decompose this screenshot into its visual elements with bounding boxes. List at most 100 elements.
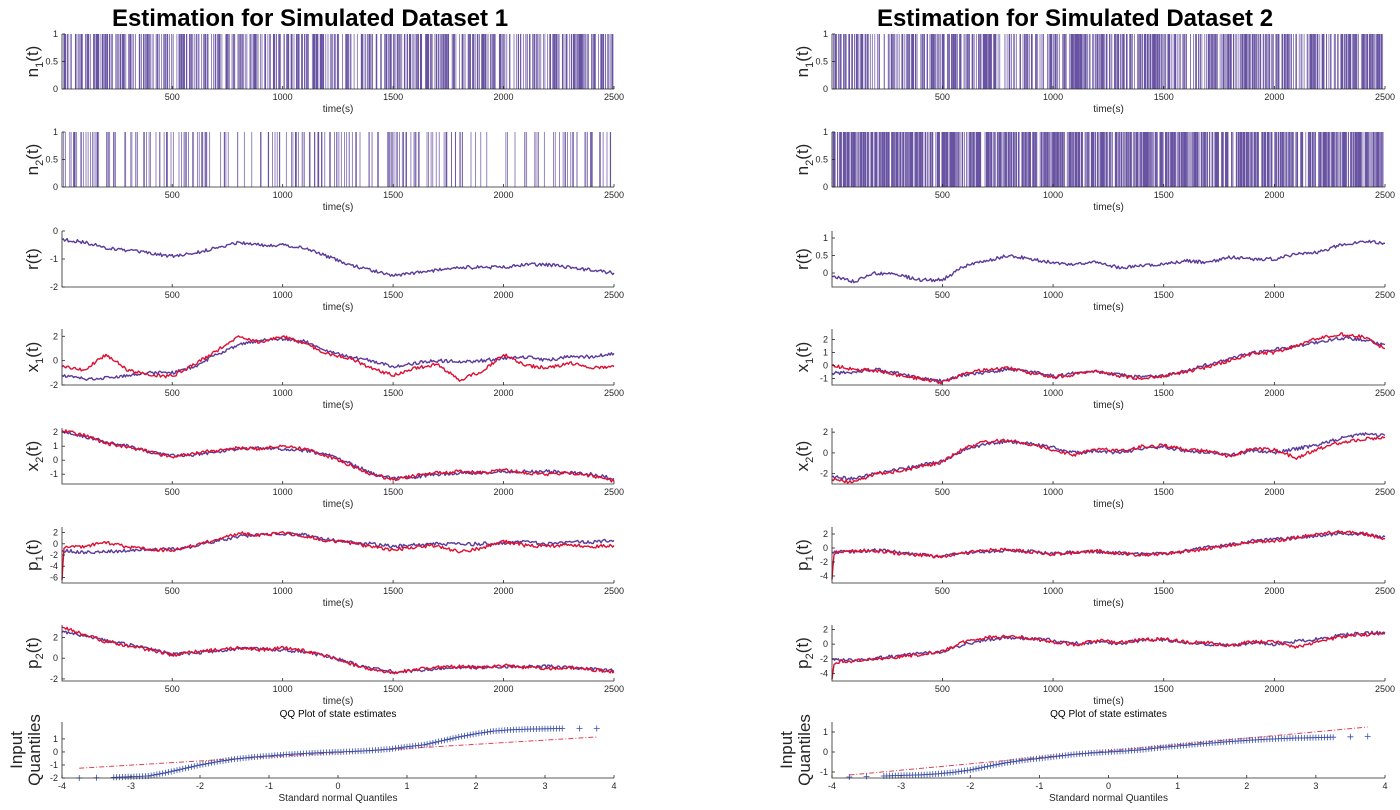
qq-point: [188, 763, 195, 770]
x-tick-label: 500: [935, 92, 950, 102]
y-axis-label: p2(t): [23, 637, 46, 669]
qq-title: QQ Plot of state estimates: [1050, 709, 1167, 720]
y-tick-label: 0: [53, 226, 58, 236]
x-tick-label: 500: [935, 586, 950, 596]
estimate-line: [61, 626, 615, 675]
y-tick-label: 1: [823, 127, 828, 137]
qq-point: [228, 756, 235, 763]
qq-point: [470, 731, 477, 738]
x-tick-label: 3: [542, 781, 547, 791]
x-tick-label: 2: [473, 781, 478, 791]
x-tick-label: 2500: [604, 92, 624, 102]
x-axis-label: time(s): [323, 104, 354, 115]
y-tick-label: -1: [820, 767, 828, 777]
x-tick-label: 1500: [1154, 487, 1174, 497]
qq-title: QQ Plot of state estimates: [280, 709, 397, 720]
qq-point: [473, 730, 479, 737]
x-tick-label: 500: [165, 684, 180, 694]
qq-point: [211, 759, 218, 766]
qq-point: [174, 767, 180, 774]
qq-point: [987, 762, 994, 769]
qq-point: [1013, 758, 1020, 765]
y-axis-label: Input: [7, 731, 26, 769]
qq-point: [467, 731, 474, 738]
y-axis-label: Quantiles: [25, 714, 44, 786]
y-tick-label: 0: [823, 360, 828, 370]
y-tick-label: 0: [823, 448, 828, 458]
y-tick-label: 0: [823, 268, 828, 278]
spike-train: [832, 132, 1384, 187]
axis-lines: [831, 231, 1385, 288]
x-tick-label: 500: [935, 190, 950, 200]
x-tick-label: -3: [127, 781, 135, 791]
y-tick-label: 0.5: [815, 57, 828, 67]
x-tick-label: 1500: [1154, 388, 1174, 398]
x-tick-label: 2000: [494, 487, 514, 497]
axis-lines: [831, 625, 1385, 682]
qq-point: [996, 761, 1003, 768]
qq-point: [156, 770, 163, 777]
qq-point: [162, 769, 169, 776]
x-tick-label: 2500: [604, 586, 624, 596]
true-state-line: [61, 237, 615, 277]
y-tick-label: -2: [820, 557, 828, 567]
x-tick-label: 2000: [1264, 190, 1284, 200]
y-tick-label: 2: [823, 427, 828, 437]
x-axis-label: time(s): [323, 302, 354, 313]
x-tick-label: 3: [1313, 781, 1318, 791]
qq-point: [450, 735, 456, 742]
x-tick-label: 1000: [1043, 290, 1063, 300]
true-state-line: [61, 336, 615, 381]
qq-point: [429, 739, 436, 746]
qq-point: [1364, 733, 1371, 740]
x-tick-label: 1000: [273, 487, 293, 497]
axis-lines: [61, 428, 614, 485]
qq-point: [194, 762, 201, 769]
x-tick-label: 1500: [383, 684, 403, 694]
x-axis-label: time(s): [1093, 400, 1124, 411]
y-tick-label: 2: [53, 528, 58, 538]
panel-2-8: QQ Plot of state estimates -1 0 1 -4 -3 -2 -1 0 1…: [777, 709, 1388, 804]
x-axis-label: time(s): [1093, 202, 1124, 213]
x-axis-label: time(s): [323, 499, 354, 510]
qq-point: [455, 733, 462, 740]
y-axis-label: x2(t): [23, 441, 46, 472]
x-tick-label: 2500: [604, 684, 624, 694]
x-axis-label: time(s): [1093, 598, 1124, 609]
x-axis-label: Standard normal Quantiles: [279, 793, 398, 804]
true-state-line: [831, 630, 1386, 663]
y-axis-label: n1(t): [23, 46, 46, 78]
x-axis-label: time(s): [1093, 104, 1124, 115]
y-tick-label: 0.5: [815, 155, 828, 165]
x-axis-label: time(s): [1093, 696, 1124, 707]
qq-point: [225, 756, 232, 763]
y-tick-label: 0.5: [45, 155, 58, 165]
x-tick-label: 1000: [1043, 388, 1063, 398]
x-tick-label: 1000: [1043, 190, 1063, 200]
x-tick-label: 0: [1106, 781, 1111, 791]
y-tick-label: -2: [50, 550, 58, 560]
panel-1-8: QQ Plot of state estimates -2 -1 0 1 -4 -3 -2 -1…: [7, 709, 617, 804]
x-axis-label: Standard normal Quantiles: [1049, 793, 1168, 804]
x-tick-label: 2500: [604, 487, 624, 497]
x-tick-label: 1: [404, 781, 409, 791]
qq-point: [441, 737, 448, 744]
x-axis-label: time(s): [323, 598, 354, 609]
qq-point: [984, 763, 991, 770]
y-tick-label: -1: [50, 254, 58, 264]
y-tick-label: 0: [823, 747, 828, 757]
y-tick-label: 1: [823, 233, 828, 243]
x-axis-label: time(s): [323, 202, 354, 213]
qq-point: [452, 734, 459, 741]
x-tick-label: 2500: [1375, 190, 1395, 200]
axis-lines: [61, 34, 614, 90]
x-tick-label: 1000: [1043, 684, 1063, 694]
estimate-line: [61, 530, 615, 581]
qq-reference-line: [79, 736, 597, 769]
y-tick-label: 0.5: [815, 251, 828, 261]
